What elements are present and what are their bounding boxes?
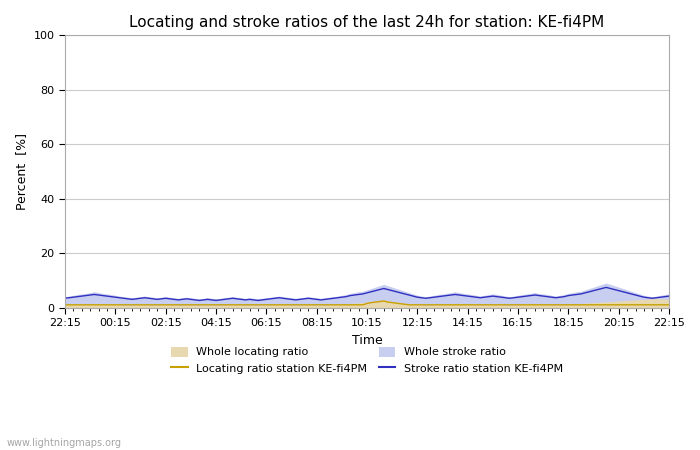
Text: www.lightningmaps.org: www.lightningmaps.org (7, 437, 122, 447)
Legend: Whole locating ratio, Locating ratio station KE-fi4PM, Whole stroke ratio, Strok: Whole locating ratio, Locating ratio sta… (167, 342, 568, 378)
Y-axis label: Percent  [%]: Percent [%] (15, 133, 28, 210)
X-axis label: Time: Time (351, 333, 382, 346)
Title: Locating and stroke ratios of the last 24h for station: KE-fi4PM: Locating and stroke ratios of the last 2… (130, 15, 605, 30)
